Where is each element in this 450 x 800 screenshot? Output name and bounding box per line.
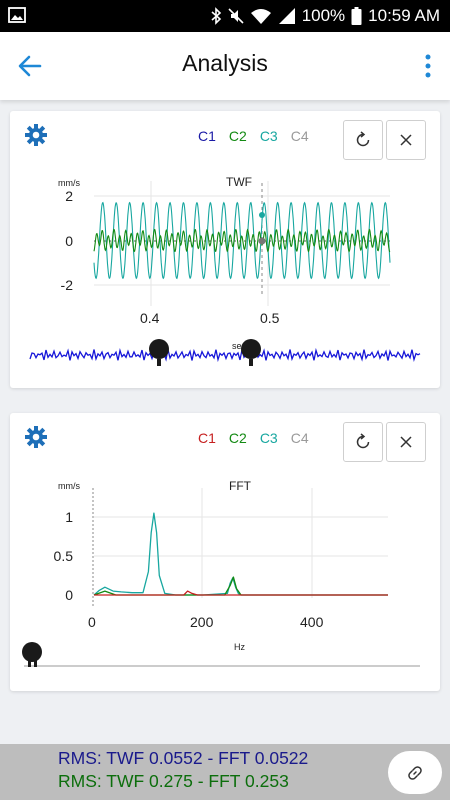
channel-c3[interactable]: C3	[259, 430, 278, 446]
twf-ytick: 2	[65, 188, 73, 204]
twf-unit-label: mm/s	[58, 178, 80, 188]
page-title: Analysis	[182, 50, 268, 76]
more-options-icon[interactable]	[420, 52, 436, 80]
status-bar: 100% 10:59 AM	[0, 0, 450, 32]
fft-series-c3	[93, 512, 388, 596]
channel-c3[interactable]: C3	[259, 128, 278, 144]
fft-xtick: 400	[300, 614, 324, 630]
fft-series-c2	[93, 576, 388, 596]
channel-c4[interactable]: C4	[290, 430, 309, 446]
channel-c4[interactable]: C4	[290, 128, 309, 144]
close-icon	[400, 134, 412, 146]
fft-card: C1 C2 C3 C4 mm/s FFT 1 0.5 0 0 200 400 H…	[10, 413, 440, 691]
twf-series-c3	[93, 201, 391, 280]
fft-unit-label: mm/s	[58, 481, 80, 491]
twf-ytick: -2	[60, 277, 73, 293]
fft-xtick: 200	[190, 614, 214, 630]
reset-zoom-button[interactable]	[343, 120, 383, 160]
close-icon	[400, 436, 412, 448]
link-icon	[408, 766, 422, 780]
twf-series-c2	[93, 228, 391, 253]
channel-c1[interactable]: C1	[198, 128, 216, 144]
twf-cursor-center	[258, 237, 266, 245]
mute-icon	[228, 8, 244, 24]
channel-selector: C1 C2 C3 C4	[198, 128, 309, 144]
back-arrow-icon[interactable]	[16, 52, 44, 80]
fft-xtick: 0	[88, 614, 96, 630]
channel-c1[interactable]: C1	[198, 430, 216, 446]
fft-ytick: 0	[65, 587, 73, 603]
app-bar: Analysis	[0, 32, 450, 100]
fft-gridlines	[92, 488, 388, 608]
close-chart-button[interactable]	[386, 422, 426, 462]
channel-selector: C1 C2 C3 C4	[198, 430, 309, 446]
twf-card: C1 C2 C3 C4 mm/s TWF 2 0 -2 0.4 0.5 sec	[10, 111, 440, 388]
clock: 10:59 AM	[368, 6, 440, 25]
reset-zoom-button[interactable]	[343, 422, 383, 462]
fft-ytick: 0.5	[53, 548, 73, 564]
range-handle-left-stem	[157, 359, 161, 366]
rms-footer: RMS: TWF 0.0552 - FFT 0.0522 RMS: TWF 0.…	[0, 744, 450, 800]
twf-chart-title: TWF	[226, 175, 252, 189]
signal-icon	[278, 8, 295, 24]
refresh-icon	[356, 433, 370, 449]
settings-gear-icon[interactable]	[24, 123, 48, 147]
channel-c2[interactable]: C2	[228, 430, 247, 446]
battery-percent: 100%	[301, 6, 346, 25]
channel-c2[interactable]: C2	[228, 128, 247, 144]
twf-gridlines	[94, 181, 390, 306]
range-handle-right-stem	[249, 359, 253, 366]
refresh-icon	[356, 131, 370, 147]
rms-line-2: RMS: TWF 0.275 - FFT 0.253	[58, 771, 289, 791]
range-handle-right[interactable]	[241, 339, 261, 359]
range-handle-left[interactable]	[149, 339, 169, 359]
fft-series	[93, 512, 388, 596]
close-chart-button[interactable]	[386, 120, 426, 160]
twf-xtick: 0.4	[140, 310, 160, 326]
bluetooth-icon	[211, 7, 221, 25]
wifi-icon	[250, 9, 271, 24]
gallery-icon	[8, 7, 26, 23]
range-handle-stem	[28, 660, 31, 667]
twf-chart[interactable]	[10, 111, 440, 388]
fft-chart[interactable]	[10, 413, 440, 691]
twf-xtick: 0.5	[260, 310, 280, 326]
share-link-button[interactable]	[388, 751, 442, 794]
settings-gear-icon[interactable]	[24, 425, 48, 449]
twf-overview-trace	[29, 347, 421, 363]
rms-line-1: RMS: TWF 0.0552 - FFT 0.0522	[58, 748, 309, 768]
range-handle-left[interactable]	[22, 642, 42, 662]
twf-x-unit: sec	[232, 341, 247, 351]
fft-series-c1	[94, 590, 388, 596]
twf-ytick: 0	[65, 233, 73, 249]
battery-icon	[351, 7, 362, 25]
fft-x-unit: Hz	[234, 642, 245, 652]
fft-chart-title: FFT	[229, 479, 251, 493]
range-handle-stem	[34, 660, 37, 667]
twf-series	[93, 201, 391, 280]
twf-cursor-point	[259, 212, 265, 218]
fft-ytick: 1	[65, 509, 73, 525]
